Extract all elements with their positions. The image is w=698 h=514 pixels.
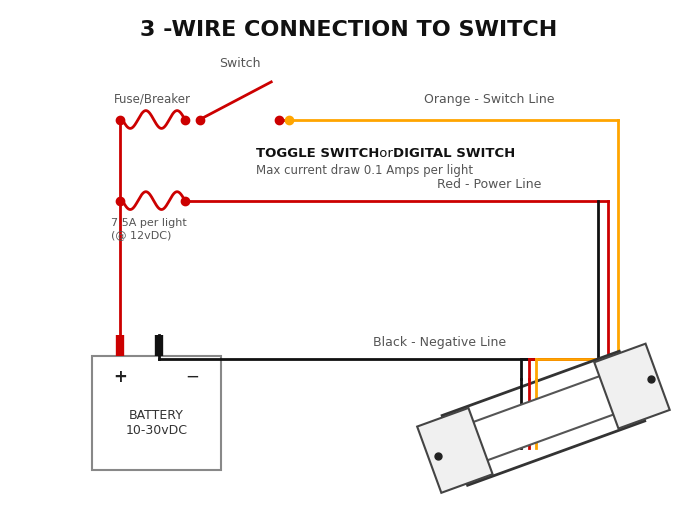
Polygon shape (417, 408, 493, 493)
Polygon shape (442, 351, 645, 485)
Text: BATTERY
10-30vDC: BATTERY 10-30vDC (126, 409, 188, 437)
Text: +: + (114, 368, 127, 386)
Polygon shape (594, 344, 669, 429)
Text: or: or (375, 146, 397, 160)
Text: 7.5A per light
(@ 12vDC): 7.5A per light (@ 12vDC) (110, 218, 186, 240)
Text: Red - Power Line: Red - Power Line (437, 178, 541, 191)
Text: Max current draw 0.1 Amps per light: Max current draw 0.1 Amps per light (255, 164, 473, 177)
Text: TOGGLE SWITCH: TOGGLE SWITCH (255, 146, 379, 160)
Polygon shape (470, 375, 617, 462)
Bar (92, 356, 221, 470)
Text: Fuse/Breaker: Fuse/Breaker (114, 93, 191, 106)
Text: −: − (186, 368, 200, 386)
Text: Switch: Switch (218, 57, 260, 70)
Text: Orange - Switch Line: Orange - Switch Line (424, 93, 554, 106)
Text: DIGITAL SWITCH: DIGITAL SWITCH (393, 146, 515, 160)
Text: 3 -WIRE CONNECTION TO SWITCH: 3 -WIRE CONNECTION TO SWITCH (140, 21, 558, 41)
Text: Black - Negative Line: Black - Negative Line (373, 336, 506, 349)
